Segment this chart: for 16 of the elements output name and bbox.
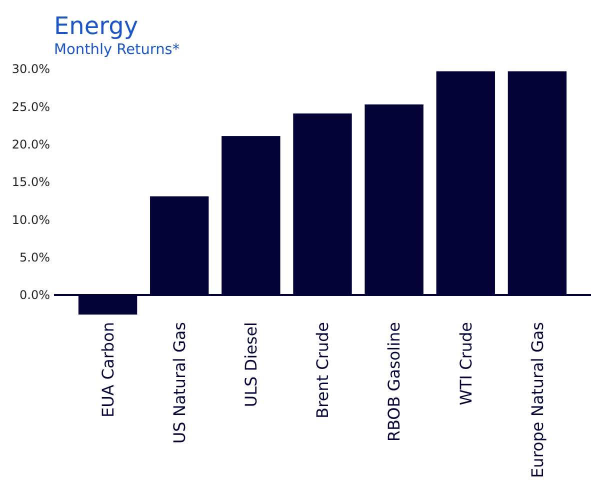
y-tick-label: 20.0% <box>12 138 50 152</box>
x-tick-label: WTI Crude <box>456 322 476 406</box>
y-tick-label: 15.0% <box>12 175 50 190</box>
y-tick-label: 5.0% <box>20 250 50 265</box>
x-tick-label: Europe Natural Gas <box>528 322 547 478</box>
x-tick-label: EUA Carbon <box>98 322 118 418</box>
y-tick-label: 25.0% <box>12 100 50 114</box>
y-tick-label: 30.0% <box>12 62 50 76</box>
x-tick-label: US Natural Gas <box>170 322 189 444</box>
chart-title: Energy <box>54 12 138 40</box>
x-tick-label: Brent Crude <box>313 322 332 418</box>
y-tick-label: 0.0% <box>20 288 50 302</box>
chart-subtitle: Monthly Returns* <box>54 42 180 58</box>
y-tick-label: 10.0% <box>12 212 50 227</box>
x-tick-label: ULS Diesel <box>242 322 261 408</box>
x-tick-label: RBOB Gasoline <box>384 322 404 442</box>
